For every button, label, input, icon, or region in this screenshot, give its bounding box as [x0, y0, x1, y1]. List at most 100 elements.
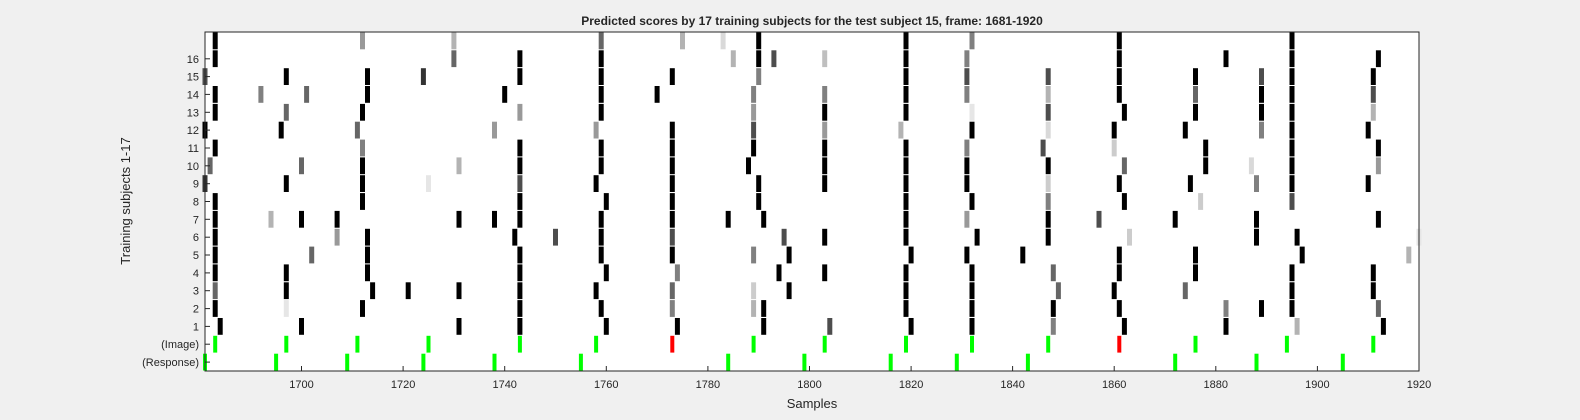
score-cell — [334, 228, 340, 246]
score-cell — [598, 68, 604, 85]
y-tick-label: 9 — [193, 179, 199, 191]
score-cell — [1111, 282, 1117, 300]
response-event-marker — [1173, 353, 1178, 371]
score-cell — [1050, 318, 1056, 335]
score-cell — [1045, 103, 1051, 121]
score-cell — [1289, 157, 1295, 175]
image-event-marker — [1284, 335, 1289, 353]
score-cell — [212, 264, 218, 282]
score-cell — [1193, 264, 1198, 282]
x-axis-label: Samples — [787, 396, 838, 411]
score-cell — [492, 121, 497, 139]
score-cell — [517, 264, 523, 282]
score-cell — [283, 282, 289, 300]
score-cell — [756, 193, 762, 210]
score-cell — [360, 175, 365, 192]
response-event-marker — [1340, 353, 1345, 371]
y-axis-label: Training subjects 1-17 — [118, 137, 133, 264]
image-event-marker — [426, 335, 431, 353]
score-cell — [517, 193, 523, 210]
score-cell — [1289, 103, 1295, 121]
score-cell — [786, 282, 792, 300]
score-cell — [1193, 68, 1198, 85]
score-cell — [964, 86, 970, 103]
score-cell — [786, 246, 792, 264]
score-cell — [822, 175, 828, 192]
score-cell — [1375, 210, 1381, 228]
score-cell — [1289, 175, 1295, 192]
score-cell — [1375, 300, 1381, 317]
score-cell — [1182, 121, 1188, 139]
score-cell — [598, 228, 604, 246]
score-cell — [451, 50, 457, 68]
score-cell — [365, 264, 370, 282]
score-cell — [299, 210, 304, 228]
score-cell — [502, 86, 508, 103]
response-event-marker — [274, 353, 279, 371]
score-cell — [974, 228, 980, 246]
score-cell — [761, 300, 767, 317]
score-cell — [969, 300, 975, 317]
score-cell — [598, 157, 604, 175]
score-cell — [1045, 228, 1051, 246]
score-cell — [517, 318, 523, 335]
score-cell — [746, 157, 751, 175]
score-cell — [1406, 246, 1412, 264]
score-cell — [283, 103, 289, 121]
score-cell — [969, 32, 975, 50]
score-cell — [360, 157, 365, 175]
score-cell — [1289, 193, 1295, 210]
score-cell — [674, 318, 680, 335]
score-cell — [598, 210, 604, 228]
score-cell — [903, 68, 909, 85]
score-cell — [517, 139, 523, 157]
y-tick-label: 8 — [193, 197, 199, 209]
score-cell — [669, 193, 675, 210]
x-tick-labels: 1700 1720 1740 1760 1780 1800 1820 1840 1860 1880… — [289, 366, 1431, 391]
score-cell — [517, 246, 523, 264]
score-cell — [908, 246, 914, 264]
score-cell — [370, 282, 376, 300]
y-tick-label: 16 — [187, 54, 199, 66]
plot-area — [205, 32, 1419, 371]
score-cell — [1050, 264, 1056, 282]
score-cell — [964, 139, 970, 157]
image-event-marker — [904, 335, 908, 353]
score-cell — [212, 282, 218, 300]
score-cell — [669, 300, 675, 317]
score-cell — [669, 175, 675, 192]
score-cell — [517, 68, 523, 85]
score-cell — [598, 139, 604, 157]
score-cell — [969, 103, 975, 121]
score-cell — [654, 86, 660, 103]
score-cell — [1370, 68, 1376, 85]
response-event-marker — [1254, 353, 1259, 371]
score-cell — [1193, 246, 1198, 264]
image-event-marker — [970, 335, 974, 353]
y-tick-label: (Image) — [161, 339, 199, 351]
score-cell — [827, 318, 833, 335]
response-event-marker — [345, 353, 350, 371]
score-cell — [1299, 246, 1305, 264]
score-cell — [360, 193, 365, 210]
score-cell — [212, 86, 218, 103]
score-cell — [405, 282, 411, 300]
score-cell — [456, 318, 462, 335]
score-cell — [908, 318, 914, 335]
score-cell — [212, 139, 218, 157]
score-cell — [756, 32, 762, 50]
score-cell — [354, 121, 360, 139]
score-cell — [1111, 139, 1117, 157]
score-cell — [603, 318, 609, 335]
score-cell — [903, 210, 909, 228]
y-tick-label: 6 — [193, 232, 199, 244]
score-cell — [781, 228, 787, 246]
score-cell — [1020, 246, 1026, 264]
y-tick-label: 2 — [193, 304, 199, 316]
score-cell — [822, 121, 828, 139]
score-cell — [903, 103, 909, 121]
score-cell — [1045, 193, 1051, 210]
score-cell — [517, 103, 523, 121]
score-cell — [720, 32, 726, 50]
score-cell — [1259, 300, 1264, 317]
